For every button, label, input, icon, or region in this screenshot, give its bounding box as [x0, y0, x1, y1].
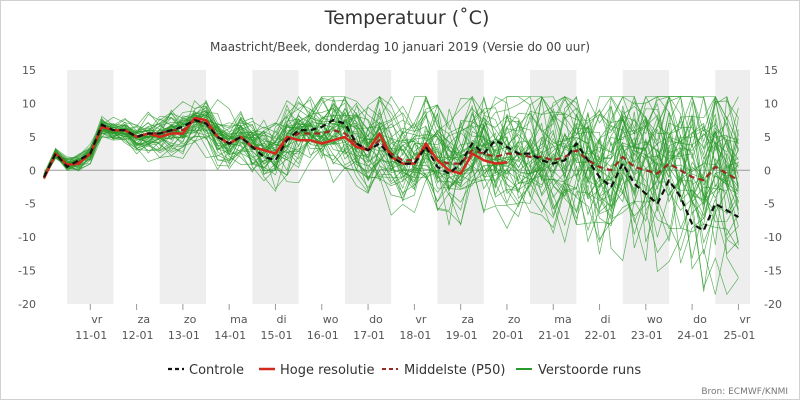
- weekend-band: [67, 70, 114, 304]
- y-tick-label-left: 0: [29, 164, 36, 177]
- x-tick-date: 23-01: [631, 329, 663, 342]
- chart-subtitle: Maastricht/Beek, donderdag 10 januari 20…: [210, 40, 590, 54]
- series-lines: [42, 116, 739, 232]
- ensemble-run-line: [43, 108, 739, 262]
- ensemble-run-line: [43, 96, 739, 227]
- weekend-band: [252, 70, 299, 304]
- x-tick-weekday: zo: [508, 313, 521, 326]
- chart-title: Temperatuur (˚C): [324, 7, 490, 29]
- source-credit: Bron: ECMWF/KNMI: [701, 387, 788, 397]
- ensemble-run-line: [43, 106, 739, 219]
- ensemble-run-line: [43, 95, 739, 199]
- legend: Controle Hoge resolutie Middelste (P50) …: [168, 363, 641, 378]
- legend-item-controle[interactable]: Controle: [168, 363, 244, 378]
- series-line-controle: [43, 118, 739, 232]
- x-tick-weekday: ma: [230, 313, 247, 326]
- ensemble-run-line: [43, 97, 739, 198]
- y-tick-label-right: 0: [764, 164, 771, 177]
- y-tick-label-left: -5: [25, 198, 36, 211]
- x-tick-weekday: do: [693, 313, 707, 326]
- x-tick-weekday: vr: [91, 313, 103, 326]
- x-axis-ticks: vr 11-01 za 12-01 zo 13-01 ma 14-01 di 15-01 wo 16-…: [75, 304, 755, 342]
- y-tick-label-left: 10: [22, 97, 36, 110]
- x-tick-weekday: do: [369, 313, 383, 326]
- x-tick-date: 20-01: [492, 329, 524, 342]
- ensemble-run-line: [43, 96, 739, 223]
- x-tick-date: 24-01: [677, 329, 709, 342]
- x-tick-date: 18-01: [399, 329, 431, 342]
- y-tick-label-left: -15: [18, 265, 36, 278]
- x-tick-date: 22-01: [585, 329, 617, 342]
- legend-item-hoge-resolutie[interactable]: Hoge resolutie: [259, 363, 374, 378]
- legend-item-middelste[interactable]: Middelste (P50): [382, 363, 505, 378]
- y-tick-label-right: -20: [764, 298, 782, 311]
- legend-label-verstoorde-runs: Verstoorde runs: [538, 363, 641, 378]
- legend-label-controle: Controle: [189, 363, 244, 378]
- ensemble-run-line: [43, 107, 739, 261]
- x-tick-weekday: za: [138, 313, 151, 326]
- x-tick-date: 21-01: [538, 329, 570, 342]
- y-tick-label-right: -10: [764, 231, 782, 244]
- x-tick-weekday: ma: [554, 313, 571, 326]
- y-tick-label-right: -5: [764, 198, 775, 211]
- x-tick-date: 15-01: [260, 329, 292, 342]
- y-tick-label-left: 5: [29, 131, 36, 144]
- y-tick-label-left: -10: [18, 231, 36, 244]
- legend-label-hoge-resolutie: Hoge resolutie: [280, 363, 374, 378]
- x-tick-date: 11-01: [75, 329, 107, 342]
- x-tick-date: 19-01: [446, 329, 478, 342]
- x-tick-date: 25-01: [723, 329, 755, 342]
- y-tick-label-left: -20: [18, 298, 36, 311]
- x-tick-weekday: wo: [323, 313, 339, 326]
- y-tick-label-right: 15: [764, 64, 778, 77]
- x-tick-weekday: vr: [415, 313, 427, 326]
- x-tick-date: 16-01: [307, 329, 339, 342]
- x-tick-weekday: di: [601, 313, 611, 326]
- x-tick-date: 13-01: [168, 329, 200, 342]
- ensemble-run-line: [43, 96, 739, 273]
- ensemble-run-line: [43, 99, 739, 214]
- ensemble-run-line: [43, 95, 739, 243]
- ensemble-run-line: [43, 98, 739, 278]
- weekend-band: [159, 70, 207, 304]
- x-tick-date: 17-01: [353, 329, 385, 342]
- legend-label-middelste: Middelste (P50): [404, 363, 505, 378]
- x-tick-weekday: di: [276, 313, 286, 326]
- ensemble-run-line: [43, 96, 739, 186]
- y-tick-label-right: -15: [764, 265, 782, 278]
- x-tick-weekday: vr: [739, 313, 751, 326]
- ensemble-run-line: [43, 95, 739, 211]
- weekend-band: [530, 70, 577, 304]
- x-tick-weekday: wo: [647, 313, 663, 326]
- ensemble-run-line: [43, 96, 739, 185]
- y-tick-label-left: 15: [22, 64, 36, 77]
- y-axis-ticks: 15 15 10 10 5 5 0 0 -5 -5 -10 -10 -15 -15 -20 -20: [18, 64, 782, 311]
- x-tick-weekday: za: [462, 313, 475, 326]
- series-line-middelste-p50: [43, 118, 739, 182]
- x-tick-weekday: zo: [184, 313, 197, 326]
- x-tick-date: 14-01: [214, 329, 246, 342]
- x-tick-date: 12-01: [122, 329, 154, 342]
- y-tick-label-right: 10: [764, 97, 778, 110]
- y-tick-label-right: 5: [764, 131, 771, 144]
- legend-item-verstoorde-runs[interactable]: Verstoorde runs: [516, 363, 641, 378]
